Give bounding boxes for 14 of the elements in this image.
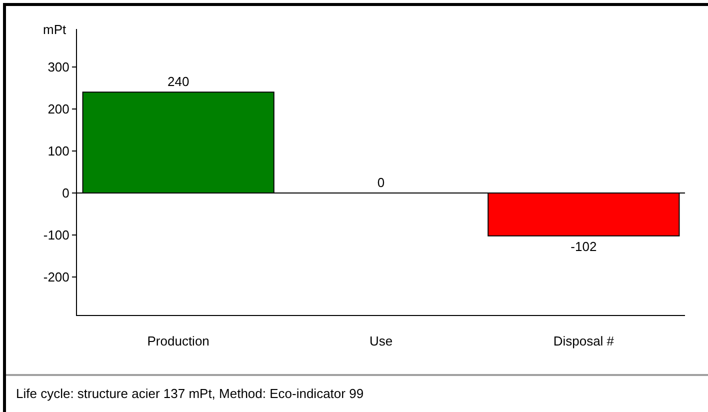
y-axis-title: mPt bbox=[43, 22, 66, 37]
data-label: 240 bbox=[167, 74, 190, 90]
text: Life cycle: structure acier 137 mPt, Method: Eco-indicator 99 bbox=[16, 386, 364, 401]
y-tick-label: -200 bbox=[43, 270, 70, 285]
y-tick-label: -100 bbox=[43, 228, 70, 243]
x-tick-label: Disposal # bbox=[553, 334, 615, 349]
y-tick-label: 300 bbox=[48, 59, 70, 74]
x-tick-label: Production bbox=[147, 334, 210, 349]
data-label: 0 bbox=[377, 175, 385, 190]
y-tick-label: 100 bbox=[48, 144, 70, 159]
y-tick-label: 0 bbox=[62, 186, 70, 201]
x-tick-label: Use bbox=[369, 334, 393, 349]
data-label: -102 bbox=[570, 238, 597, 254]
y-tick-label: 200 bbox=[48, 101, 70, 116]
